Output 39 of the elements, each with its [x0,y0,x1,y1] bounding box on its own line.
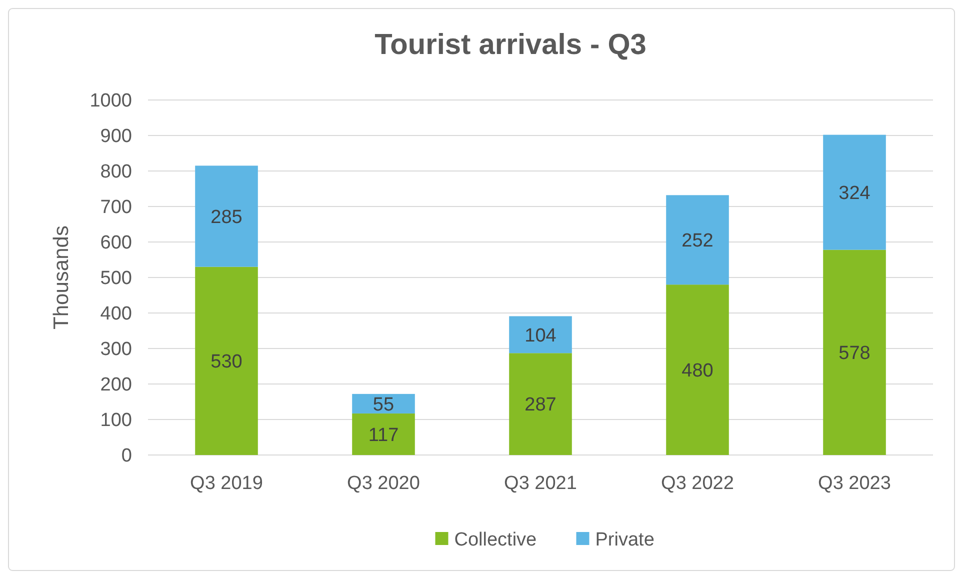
chart-title: Tourist arrivals - Q3 [374,29,646,61]
bar [823,250,886,455]
data-label: 480 [682,360,714,382]
data-label: 55 [372,394,394,416]
y-axis-title: Thousands [50,226,73,330]
y-tick-label: 900 [100,126,132,148]
bar [823,134,886,250]
legend-label: Collective [454,530,537,551]
bar [509,353,572,455]
bar [666,195,729,285]
y-tick-label: 300 [100,339,132,360]
x-tick-label: Q3 2023 [818,473,891,494]
y-tick-label: 700 [100,197,132,218]
data-label: 104 [524,325,557,346]
bar [509,316,572,354]
y-tick-label: 800 [100,162,132,183]
x-tick-label: Q3 2021 [504,473,577,494]
bar [195,166,258,267]
data-label: 252 [682,230,714,252]
y-tick-label: 200 [100,374,132,396]
bar [352,413,415,455]
y-tick-label: 0 [121,446,132,467]
data-label: 287 [524,394,556,416]
x-tick-label: Q3 2020 [347,473,420,494]
x-tick-label: Q3 2019 [190,473,263,494]
bar [195,266,258,455]
y-tick-label: 600 [100,232,132,254]
data-label: 530 [210,352,242,373]
y-tick-label: 1000 [90,90,132,112]
data-label: 578 [838,343,870,364]
y-tick-label: 100 [100,410,132,432]
data-label: 117 [368,424,399,446]
data-label: 324 [838,182,871,204]
bar [666,284,729,455]
y-tick-label: 500 [100,268,132,290]
legend-label: Private [595,530,654,551]
data-label: 285 [210,206,242,228]
y-tick-label: 400 [100,304,132,325]
x-tick-label: Q3 2022 [661,473,734,494]
